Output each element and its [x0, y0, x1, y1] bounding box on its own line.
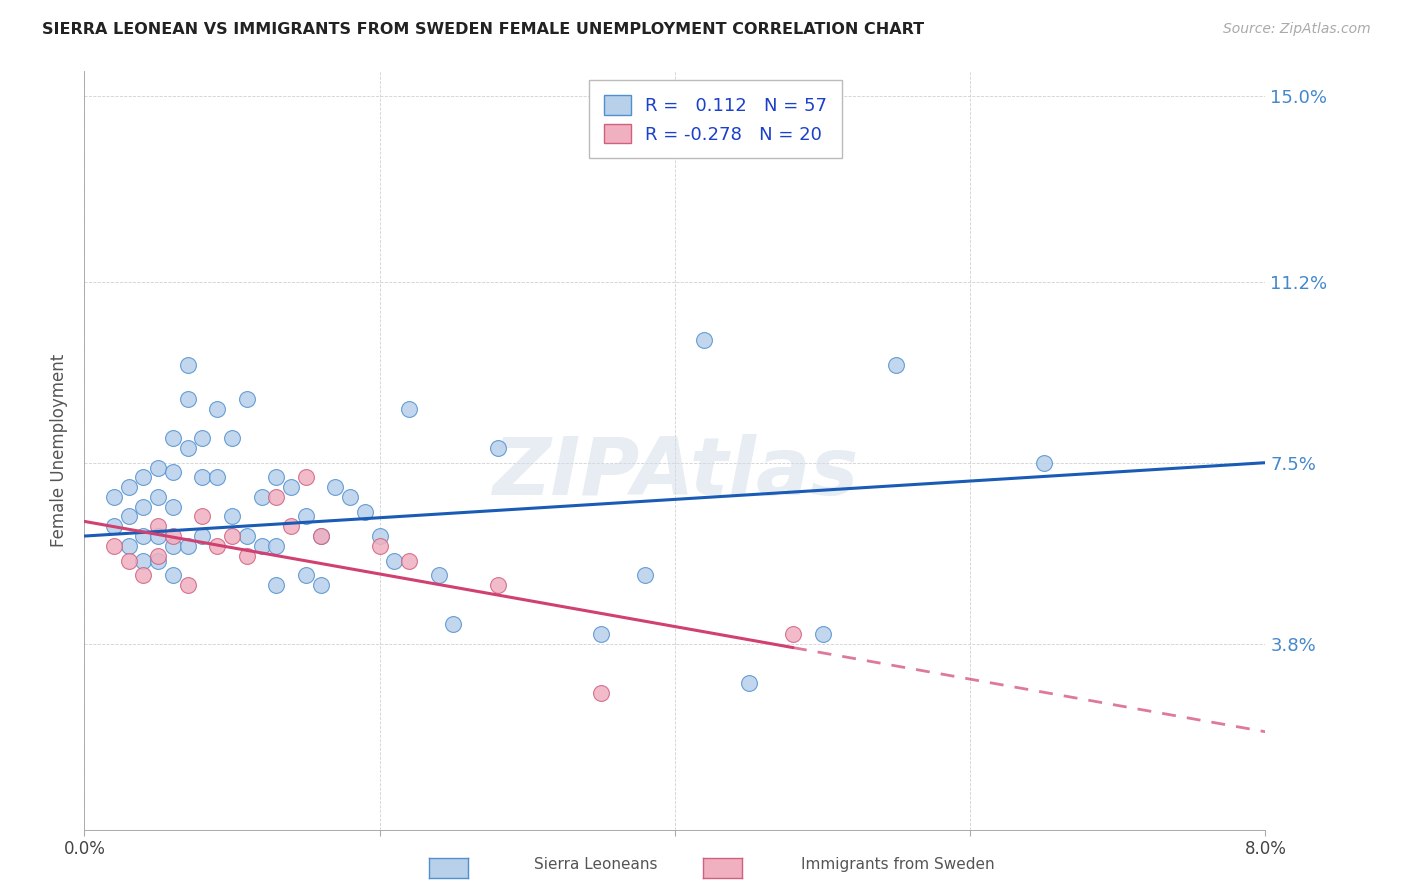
Text: ZIPAtlas: ZIPAtlas: [492, 434, 858, 512]
Point: [118, 553, 141, 567]
Point: [191, 470, 214, 484]
Point: [368, 539, 391, 553]
Point: [103, 519, 125, 533]
Point: [235, 529, 259, 543]
Point: [177, 539, 200, 553]
Point: [264, 490, 288, 504]
Point: [103, 490, 125, 504]
Point: [443, 617, 465, 632]
Point: [886, 358, 908, 372]
Point: [250, 539, 273, 553]
Point: [591, 685, 613, 699]
Y-axis label: Female Unemployment: Female Unemployment: [49, 354, 67, 547]
Point: [148, 519, 170, 533]
Point: [693, 334, 716, 348]
Point: [782, 627, 804, 641]
Point: [132, 568, 155, 582]
Point: [162, 431, 184, 445]
Point: [148, 549, 170, 563]
Point: [118, 480, 141, 494]
Point: [398, 553, 420, 567]
Point: [398, 401, 420, 416]
Point: [295, 509, 318, 524]
Point: [368, 529, 391, 543]
Point: [486, 441, 509, 455]
Point: [148, 553, 170, 567]
Point: [325, 480, 347, 494]
Point: [309, 578, 332, 592]
Point: [162, 568, 184, 582]
Point: [235, 392, 259, 406]
Point: [162, 529, 184, 543]
Point: [264, 539, 288, 553]
Point: [221, 529, 243, 543]
Legend: R =   0.112   N = 57, R = -0.278   N = 20: R = 0.112 N = 57, R = -0.278 N = 20: [589, 80, 842, 158]
Point: [118, 539, 141, 553]
Point: [339, 490, 361, 504]
Point: [162, 466, 184, 480]
Point: [384, 553, 406, 567]
Point: [427, 568, 450, 582]
Point: [486, 578, 509, 592]
Point: [264, 578, 288, 592]
Point: [148, 490, 170, 504]
Text: Source: ZipAtlas.com: Source: ZipAtlas.com: [1223, 22, 1371, 37]
Point: [280, 519, 302, 533]
Point: [280, 480, 302, 494]
Point: [264, 470, 288, 484]
Point: [118, 509, 141, 524]
Point: [191, 529, 214, 543]
Point: [177, 358, 200, 372]
Point: [177, 578, 200, 592]
Point: [177, 441, 200, 455]
Point: [191, 509, 214, 524]
Point: [295, 470, 318, 484]
Point: [132, 500, 155, 514]
Point: [207, 539, 229, 553]
Point: [148, 529, 170, 543]
Point: [295, 568, 318, 582]
Point: [591, 627, 613, 641]
Point: [148, 460, 170, 475]
Point: [1033, 456, 1056, 470]
Point: [250, 490, 273, 504]
Point: [132, 553, 155, 567]
Point: [354, 505, 377, 519]
Point: [221, 509, 243, 524]
Point: [162, 539, 184, 553]
Point: [207, 401, 229, 416]
Point: [309, 529, 332, 543]
Point: [634, 568, 657, 582]
Point: [207, 470, 229, 484]
Point: [132, 470, 155, 484]
Point: [811, 627, 834, 641]
Point: [191, 431, 214, 445]
Point: [103, 539, 125, 553]
Text: SIERRA LEONEAN VS IMMIGRANTS FROM SWEDEN FEMALE UNEMPLOYMENT CORRELATION CHART: SIERRA LEONEAN VS IMMIGRANTS FROM SWEDEN…: [42, 22, 924, 37]
Point: [235, 549, 259, 563]
Text: Immigrants from Sweden: Immigrants from Sweden: [801, 857, 995, 872]
Point: [162, 500, 184, 514]
Point: [221, 431, 243, 445]
Point: [177, 392, 200, 406]
Point: [309, 529, 332, 543]
Text: Sierra Leoneans: Sierra Leoneans: [534, 857, 658, 872]
Point: [132, 529, 155, 543]
Point: [738, 675, 761, 690]
